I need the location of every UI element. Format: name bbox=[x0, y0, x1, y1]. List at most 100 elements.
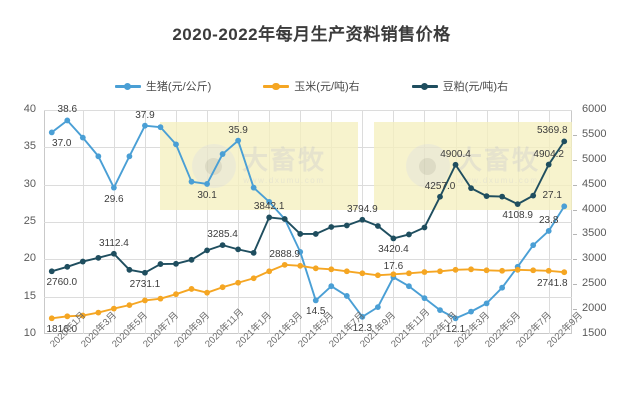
data-point-corn[interactable] bbox=[312, 265, 319, 272]
data-point-pig[interactable] bbox=[545, 228, 552, 234]
data-point-pig[interactable] bbox=[374, 304, 381, 311]
data-point-soymeal[interactable] bbox=[359, 216, 366, 223]
data-point-soymeal[interactable] bbox=[95, 254, 102, 261]
data-point-pig[interactable] bbox=[530, 242, 537, 249]
data-point-soymeal[interactable] bbox=[235, 246, 242, 253]
data-point-soymeal[interactable] bbox=[406, 231, 412, 238]
data-point-corn[interactable] bbox=[157, 295, 164, 302]
data-point-soymeal[interactable] bbox=[514, 201, 521, 208]
data-point-soymeal[interactable] bbox=[157, 261, 164, 267]
data-point-pig[interactable] bbox=[468, 308, 474, 315]
data-point-corn[interactable] bbox=[281, 261, 288, 268]
data-point-pig[interactable] bbox=[483, 300, 490, 307]
data-point-corn[interactable] bbox=[468, 266, 474, 273]
data-point-soymeal[interactable] bbox=[312, 231, 319, 237]
data-point-pig[interactable] bbox=[343, 293, 350, 299]
data-point-corn[interactable] bbox=[437, 268, 443, 275]
data-point-pig[interactable] bbox=[126, 153, 133, 160]
data-point-corn[interactable] bbox=[126, 302, 133, 309]
data-point-corn[interactable] bbox=[110, 305, 117, 312]
data-point-soymeal[interactable] bbox=[328, 224, 335, 230]
data-point-pig[interactable] bbox=[312, 297, 319, 304]
data-point-pig[interactable] bbox=[110, 184, 117, 191]
data-point-corn[interactable] bbox=[219, 284, 226, 291]
data-point-pig[interactable] bbox=[204, 181, 210, 187]
data-point-soymeal[interactable] bbox=[297, 231, 304, 237]
data-point-soymeal[interactable] bbox=[545, 161, 552, 168]
data-point-corn[interactable] bbox=[297, 262, 304, 269]
data-point-corn[interactable] bbox=[235, 279, 242, 286]
data-point-pig[interactable] bbox=[188, 178, 195, 185]
data-point-soymeal[interactable] bbox=[499, 193, 506, 200]
data-point-corn[interactable] bbox=[250, 275, 257, 282]
data-point-soymeal[interactable] bbox=[79, 258, 86, 265]
data-point-corn[interactable] bbox=[406, 270, 412, 277]
data-point-pig[interactable] bbox=[157, 124, 164, 131]
data-point-soymeal[interactable] bbox=[530, 192, 537, 199]
data-point-pig[interactable] bbox=[235, 137, 242, 144]
data-point-corn[interactable] bbox=[390, 271, 397, 278]
data-point-soymeal[interactable] bbox=[204, 247, 210, 254]
data-point-soymeal[interactable] bbox=[266, 214, 273, 221]
data-point-pig[interactable] bbox=[297, 248, 304, 255]
data-point-soymeal[interactable] bbox=[437, 193, 443, 200]
legend-item-soymeal[interactable]: 豆粕(元/吨)右 bbox=[411, 78, 508, 94]
data-point-corn[interactable] bbox=[142, 297, 148, 304]
data-point-corn[interactable] bbox=[530, 267, 537, 274]
data-point-corn[interactable] bbox=[79, 312, 86, 319]
data-point-pig[interactable] bbox=[406, 283, 412, 290]
data-point-pig[interactable] bbox=[499, 284, 506, 291]
data-point-pig[interactable] bbox=[142, 122, 148, 129]
data-point-corn[interactable] bbox=[204, 289, 210, 296]
data-point-pig[interactable] bbox=[48, 129, 55, 136]
data-point-pig[interactable] bbox=[219, 151, 226, 157]
data-point-soymeal[interactable] bbox=[390, 235, 397, 242]
data-point-soymeal[interactable] bbox=[483, 193, 490, 200]
data-point-pig[interactable] bbox=[328, 283, 335, 290]
data-point-corn[interactable] bbox=[173, 291, 179, 298]
data-point-corn[interactable] bbox=[95, 309, 102, 316]
data-point-corn[interactable] bbox=[328, 266, 335, 273]
data-point-corn[interactable] bbox=[421, 269, 428, 275]
data-point-soymeal[interactable] bbox=[173, 260, 179, 267]
data-point-corn[interactable] bbox=[483, 267, 490, 274]
data-point-corn[interactable] bbox=[374, 272, 381, 279]
data-point-corn[interactable] bbox=[266, 268, 273, 275]
data-point-soymeal[interactable] bbox=[48, 268, 55, 275]
data-point-pig[interactable] bbox=[79, 134, 86, 141]
data-point-pig[interactable] bbox=[64, 117, 71, 124]
data-point-pig[interactable] bbox=[452, 315, 459, 322]
data-point-pig[interactable] bbox=[266, 198, 273, 205]
data-point-soymeal[interactable] bbox=[374, 223, 381, 229]
data-point-pig[interactable] bbox=[561, 203, 568, 210]
data-point-soymeal[interactable] bbox=[64, 263, 71, 270]
data-point-soymeal[interactable] bbox=[468, 185, 474, 192]
data-point-soymeal[interactable] bbox=[188, 256, 195, 263]
data-point-soymeal[interactable] bbox=[343, 222, 350, 229]
data-point-soymeal[interactable] bbox=[561, 138, 568, 145]
data-point-corn[interactable] bbox=[561, 269, 568, 276]
legend-item-corn[interactable]: 玉米(元/吨)右 bbox=[263, 78, 360, 94]
data-point-soymeal[interactable] bbox=[126, 266, 133, 273]
data-point-soymeal[interactable] bbox=[452, 161, 459, 168]
data-point-soymeal[interactable] bbox=[421, 224, 428, 231]
data-point-pig[interactable] bbox=[359, 313, 366, 320]
data-point-soymeal[interactable] bbox=[250, 249, 257, 256]
data-point-pig[interactable] bbox=[95, 153, 102, 160]
data-point-corn[interactable] bbox=[359, 270, 366, 277]
data-point-corn[interactable] bbox=[48, 315, 55, 322]
data-point-corn[interactable] bbox=[188, 286, 195, 292]
data-point-soymeal[interactable] bbox=[110, 250, 117, 257]
data-point-corn[interactable] bbox=[452, 266, 459, 273]
data-point-pig[interactable] bbox=[437, 307, 443, 314]
data-point-pig[interactable] bbox=[173, 141, 179, 148]
data-point-soymeal[interactable] bbox=[281, 216, 288, 222]
data-point-corn[interactable] bbox=[343, 268, 350, 275]
data-point-corn[interactable] bbox=[64, 313, 71, 320]
data-point-soymeal[interactable] bbox=[142, 269, 148, 276]
data-point-corn[interactable] bbox=[499, 267, 506, 274]
data-point-pig[interactable] bbox=[421, 295, 428, 302]
data-point-soymeal[interactable] bbox=[219, 242, 226, 249]
data-point-corn[interactable] bbox=[545, 267, 552, 274]
data-point-pig[interactable] bbox=[250, 184, 257, 191]
